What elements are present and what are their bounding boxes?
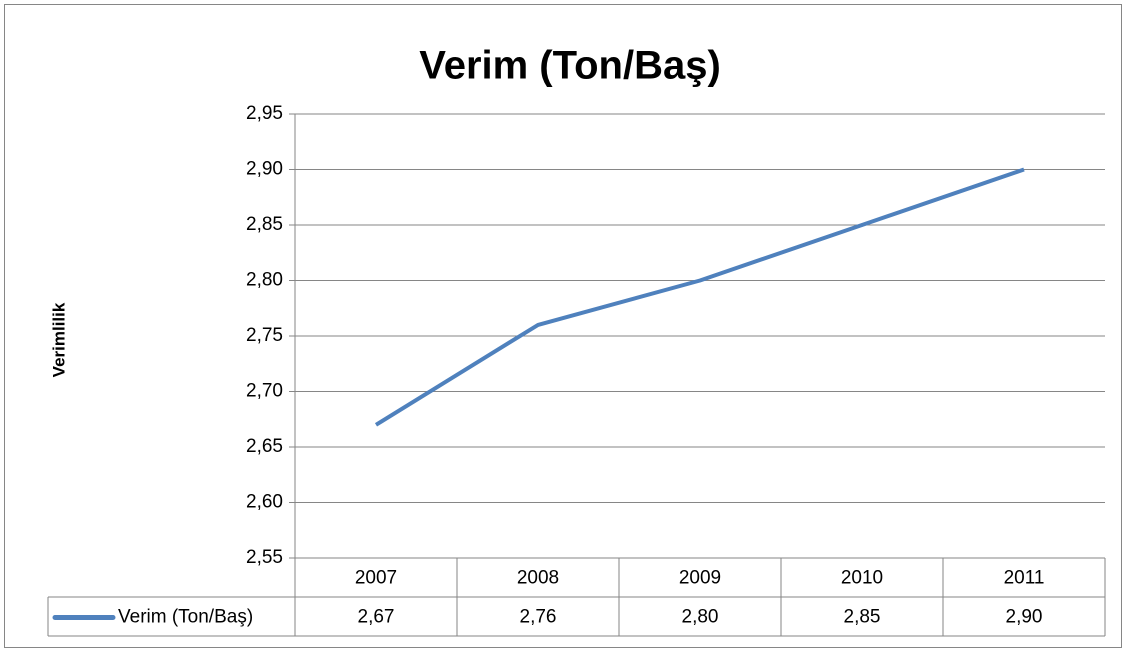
y-tick-label: 2,55 — [246, 547, 283, 568]
chart-title: Verim (Ton/Baş) — [419, 44, 721, 88]
y-tick-label: 2,60 — [246, 492, 283, 513]
y-tick-label: 2,95 — [246, 103, 283, 124]
chart-border — [4, 4, 1122, 648]
y-axis-title: Verimlilik — [49, 302, 68, 377]
table-value: 2,90 — [1006, 607, 1043, 628]
y-tick-label: 2,90 — [246, 159, 283, 180]
legend-label: Verim (Ton/Baş) — [118, 607, 253, 628]
table-value: 2,85 — [844, 607, 881, 628]
x-tick-label: 2008 — [517, 568, 559, 589]
table-value: 2,67 — [358, 607, 395, 628]
x-tick-label: 2009 — [679, 568, 721, 589]
line — [374, 167, 1025, 427]
table-value: 2,80 — [682, 607, 719, 628]
x-tick-label: 2011 — [1004, 568, 1045, 589]
x-tick-label: 2007 — [355, 568, 397, 589]
y-tick-label: 2,70 — [246, 381, 283, 402]
y-tick-label: 2,65 — [246, 436, 283, 457]
y-tick-label: 2,85 — [246, 214, 283, 235]
y-tick-label: 2,80 — [246, 270, 283, 291]
x-tick-label: 2010 — [841, 568, 883, 589]
y-tick-label: 2,75 — [246, 325, 283, 346]
table-value: 2,76 — [520, 607, 557, 628]
